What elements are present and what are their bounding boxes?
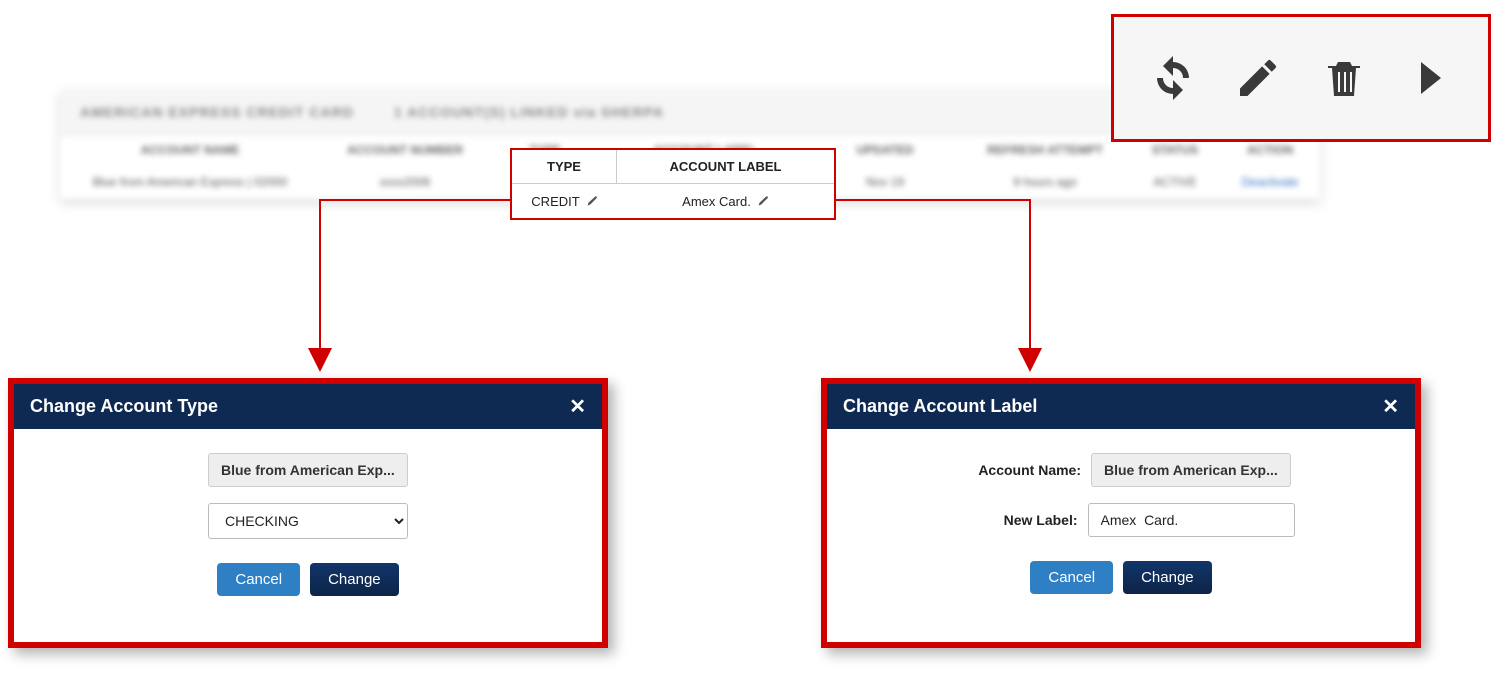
bg-cell-5: 9 hours ago — [960, 165, 1130, 199]
new-label-label: New Label: — [948, 512, 1078, 528]
cancel-button[interactable]: Cancel — [217, 563, 300, 596]
bg-col-0: ACCOUNT NAME — [60, 135, 320, 165]
account-type-select[interactable]: CHECKING — [208, 503, 408, 539]
focus-cell-type[interactable]: CREDIT — [512, 184, 617, 218]
bg-cell-6: ACTIVE — [1130, 165, 1220, 199]
bg-cell-0: Blue from American Express | 02000 — [60, 165, 320, 199]
bg-cell-1: xxxx2006 — [320, 165, 490, 199]
edit-icon[interactable] — [1231, 51, 1285, 105]
bg-cell-7: Deactivate — [1220, 165, 1320, 199]
new-label-input[interactable] — [1088, 503, 1295, 537]
change-account-type-dialog: Change Account Type ✕ Blue from American… — [8, 378, 608, 648]
chevron-right-icon[interactable] — [1402, 51, 1456, 105]
dialog-title: Change Account Label — [843, 396, 1037, 417]
close-icon[interactable]: ✕ — [1382, 397, 1399, 417]
dialog-title: Change Account Type — [30, 396, 218, 417]
focus-header-type: TYPE — [512, 150, 617, 184]
account-name-label: Account Name: — [951, 462, 1081, 478]
bg-title-left: AMERICAN EXPRESS CREDIT CARD — [80, 104, 354, 120]
refresh-icon[interactable] — [1146, 51, 1200, 105]
focus-cell-label[interactable]: Amex Card. — [617, 184, 834, 218]
bg-title-mid: 1 ACCOUNT(S) LINKED via SHERPA — [394, 104, 664, 120]
close-icon[interactable]: ✕ — [569, 397, 586, 417]
bg-col-5: REFRESH ATTEMPT — [960, 135, 1130, 165]
change-account-label-dialog: Change Account Label ✕ Account Name: Blu… — [821, 378, 1421, 648]
focus-label-value: Amex Card. — [682, 194, 751, 209]
edit-icon[interactable] — [586, 195, 598, 207]
type-label-highlight: TYPE ACCOUNT LABEL CREDIT Amex Card. — [510, 148, 836, 220]
focus-type-value: CREDIT — [531, 194, 579, 209]
change-button[interactable]: Change — [310, 563, 399, 596]
trash-icon[interactable] — [1317, 51, 1371, 105]
dialog-header: Change Account Label ✕ — [827, 384, 1415, 429]
change-button[interactable]: Change — [1123, 561, 1212, 594]
action-toolbar-highlight — [1111, 14, 1491, 142]
account-name-readonly: Blue from American Exp... — [208, 453, 408, 487]
dialog-header: Change Account Type ✕ — [14, 384, 602, 429]
edit-icon[interactable] — [757, 195, 769, 207]
focus-header-label: ACCOUNT LABEL — [617, 150, 834, 184]
cancel-button[interactable]: Cancel — [1030, 561, 1113, 594]
account-name-readonly: Blue from American Exp... — [1091, 453, 1291, 487]
bg-col-1: ACCOUNT NUMBER — [320, 135, 490, 165]
